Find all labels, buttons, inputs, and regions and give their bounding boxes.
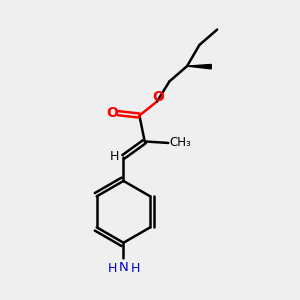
Text: H: H bbox=[110, 150, 119, 163]
Text: H: H bbox=[108, 262, 117, 275]
Text: CH₃: CH₃ bbox=[170, 136, 191, 149]
Polygon shape bbox=[187, 64, 211, 69]
Text: O: O bbox=[106, 106, 118, 120]
Text: O: O bbox=[153, 90, 164, 104]
Text: H: H bbox=[131, 262, 141, 275]
Text: N: N bbox=[119, 261, 129, 274]
